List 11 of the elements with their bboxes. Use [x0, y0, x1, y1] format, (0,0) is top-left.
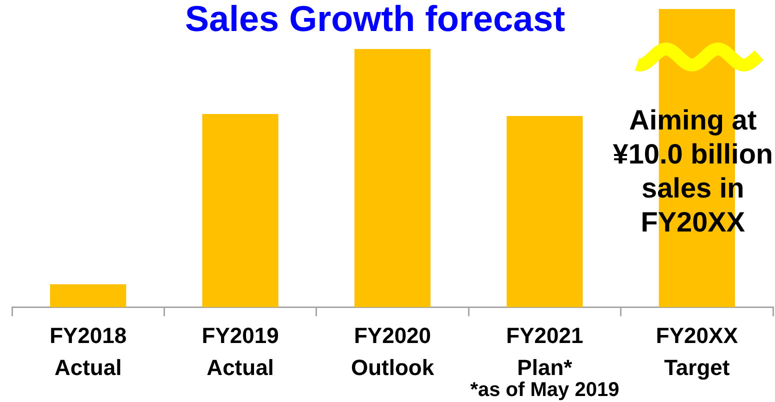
x-tick-label: FY2021 Plan* — [506, 323, 584, 380]
x-tick-label: FY20XX Target — [656, 323, 738, 380]
bar — [50, 284, 126, 308]
chart-title: Sales Growth forecast — [185, 0, 566, 39]
bar — [354, 48, 431, 308]
x-tick-label: FY2019 Actual — [202, 323, 279, 380]
x-tick-label: FY2020 Outlook — [350, 323, 435, 380]
x-tick-label: FY2018 Actual — [50, 323, 127, 380]
bar — [202, 114, 278, 308]
bar — [506, 116, 583, 308]
text: *as of May 2019 — [470, 379, 620, 402]
